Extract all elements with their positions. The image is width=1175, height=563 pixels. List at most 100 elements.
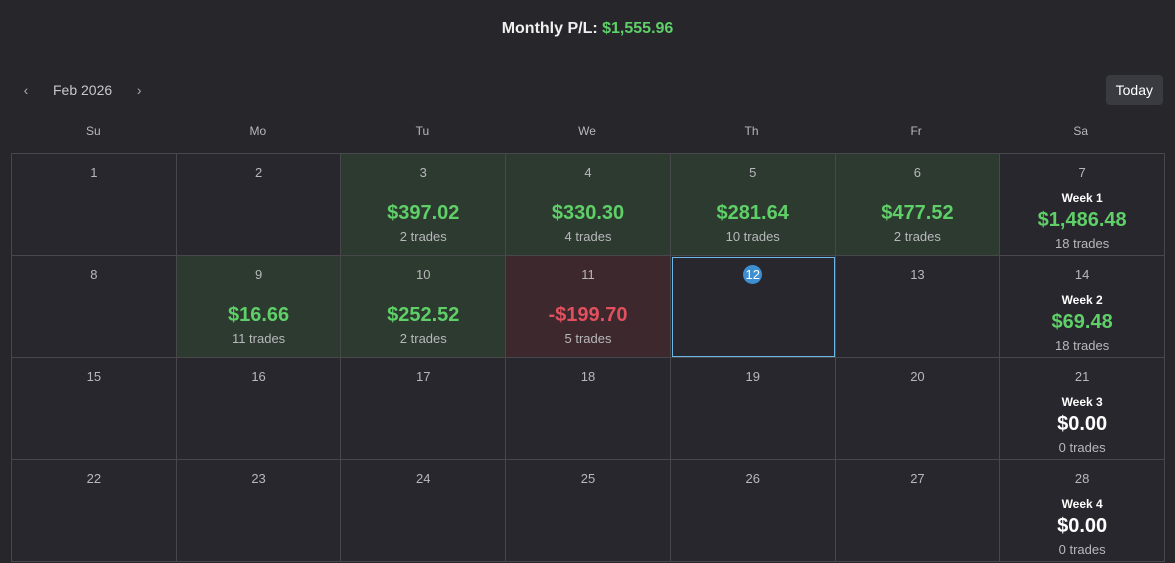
trade-count: 2 trades <box>893 229 941 244</box>
week-label: Week 1 <box>1061 191 1103 205</box>
day-cell[interactable]: 17 <box>341 358 507 460</box>
trade-count: 18 trades <box>1055 338 1110 353</box>
today-button[interactable]: Today <box>1105 75 1163 105</box>
day-number-box: 23 <box>177 471 341 487</box>
week-summary[interactable]: 21 Week 3 $0.00 0 trades <box>1000 358 1165 460</box>
weekday: Th <box>744 124 759 138</box>
prev-month[interactable]: ‹ <box>23 82 29 98</box>
day-cell[interactable]: 20 <box>835 358 1001 460</box>
day-number: 1 <box>90 165 98 180</box>
pnl: $0.00 <box>1057 515 1108 537</box>
weekday: Su <box>85 124 101 138</box>
week-summary[interactable]: 7 Week 1 $1,486.48 18 trades <box>1000 154 1165 256</box>
day-number-box: 8 <box>12 267 176 283</box>
day-cell[interactable]: 22 <box>12 460 177 562</box>
trade-count: 18 trades <box>1055 236 1110 251</box>
day-number: 8 <box>90 267 98 282</box>
trade-count: 0 trades <box>1058 542 1106 557</box>
day-cell[interactable]: 4 $330.30 4 trades <box>506 154 671 256</box>
pnl: $1,486.48 <box>1037 209 1127 231</box>
day-number-box: 5 <box>671 165 835 181</box>
day-number: 6 <box>913 165 922 180</box>
day-cell[interactable]: 15 <box>12 358 177 460</box>
pnl: -$199.70 <box>548 304 628 326</box>
day-number: 18 <box>580 369 596 384</box>
day-number: 27 <box>910 471 925 486</box>
day-number-box: 26 <box>671 471 835 487</box>
day-cell[interactable]: 9 $16.66 11 trades <box>176 256 342 358</box>
day-number-box: 22 <box>12 471 176 487</box>
day-cell[interactable]: 1 <box>12 154 177 256</box>
day-number: 13 <box>910 267 925 282</box>
pnl: $0.00 <box>1057 413 1108 435</box>
day-number: 3 <box>419 165 427 180</box>
day-number: 4 <box>584 165 592 180</box>
day-number-box: 9 <box>177 267 341 283</box>
day-number: 16 <box>251 369 266 384</box>
day-cell[interactable]: 25 <box>506 460 671 562</box>
day-cell[interactable]: 13 <box>835 256 1001 358</box>
day-number-box: 10 <box>341 267 505 283</box>
day-number-box: 28 <box>1000 471 1164 487</box>
day-number-box: 15 <box>12 369 176 385</box>
day-cell[interactable]: 3 $397.02 2 trades <box>341 154 507 256</box>
week-label: Week 3 <box>1061 395 1103 409</box>
trade-count: 2 trades <box>399 229 447 244</box>
day-number-box: 19 <box>671 369 835 385</box>
day-cell[interactable]: 12 <box>670 256 836 358</box>
day-cell[interactable]: 16 <box>176 358 342 460</box>
day-cell[interactable]: 5 $281.64 10 trades <box>670 154 836 256</box>
weekday: Fr <box>910 124 922 138</box>
pnl: $330.30 <box>551 202 625 224</box>
weekday: We <box>578 124 596 138</box>
trade-count: 5 trades <box>564 331 612 346</box>
day-number-box: 18 <box>506 369 670 385</box>
week-label: Week 4 <box>1061 497 1103 511</box>
day-cell[interactable]: 18 <box>506 358 671 460</box>
pnl: $397.02 <box>387 202 460 224</box>
day-number: 9 <box>254 267 263 282</box>
day-cell[interactable]: 23 <box>176 460 342 562</box>
day-cell[interactable]: 19 <box>670 358 836 460</box>
day-cell[interactable]: 26 <box>670 460 836 562</box>
day-cell[interactable]: 6 $477.52 2 trades <box>835 154 1001 256</box>
day-number: 21 <box>1074 369 1090 384</box>
day-number-box: 6 <box>836 165 1000 181</box>
next-month[interactable]: › <box>136 82 142 98</box>
day-number-box: 13 <box>836 267 1000 283</box>
day-number: 10 <box>416 267 431 282</box>
day-number: 7 <box>1078 165 1086 180</box>
day-number: 25 <box>580 471 596 486</box>
week-label: Week 2 <box>1061 293 1103 307</box>
day-cell[interactable]: 24 <box>341 460 507 562</box>
day-number-box: 25 <box>506 471 670 487</box>
day-cell[interactable]: 27 <box>835 460 1001 562</box>
day-number-box: 24 <box>341 471 505 487</box>
day-cell[interactable]: 11 -$199.70 5 trades <box>506 256 671 358</box>
day-number-box: 7 <box>1000 165 1164 181</box>
calendar-grid: 1 2 3 $397.02 2 trades 4 $330.30 4 trades 5 $281.… <box>11 153 1165 562</box>
day-cell[interactable]: 10 $252.52 2 trades <box>341 256 507 358</box>
pnl: $69.48 <box>1051 311 1113 333</box>
day-number: 5 <box>749 165 757 180</box>
day-number: 24 <box>416 471 431 486</box>
weekday: Tu <box>415 124 430 138</box>
day-cell[interactable]: 8 <box>12 256 177 358</box>
monthly-pl: Monthly P/L: $1,555.96 <box>0 20 1175 38</box>
day-number-box: 12 <box>671 265 835 284</box>
day-number-box: 4 <box>506 165 670 181</box>
week-summary[interactable]: 14 Week 2 $69.48 18 trades <box>1000 256 1165 358</box>
day-cell[interactable]: 2 <box>176 154 342 256</box>
month-label: Feb 2026 <box>53 82 113 98</box>
week-summary[interactable]: 28 Week 4 $0.00 0 trades <box>1000 460 1165 562</box>
day-number: 12 <box>743 265 763 284</box>
day-number: 20 <box>910 369 925 384</box>
trade-count: 0 trades <box>1058 440 1106 455</box>
day-number-box: 21 <box>1000 369 1164 385</box>
day-number-box: 14 <box>1000 267 1164 283</box>
trade-count: 11 trades <box>231 331 286 346</box>
day-number: 19 <box>745 369 760 384</box>
month-nav: ‹ Feb 2026 › Today <box>11 75 1163 105</box>
day-number: 23 <box>251 471 266 486</box>
